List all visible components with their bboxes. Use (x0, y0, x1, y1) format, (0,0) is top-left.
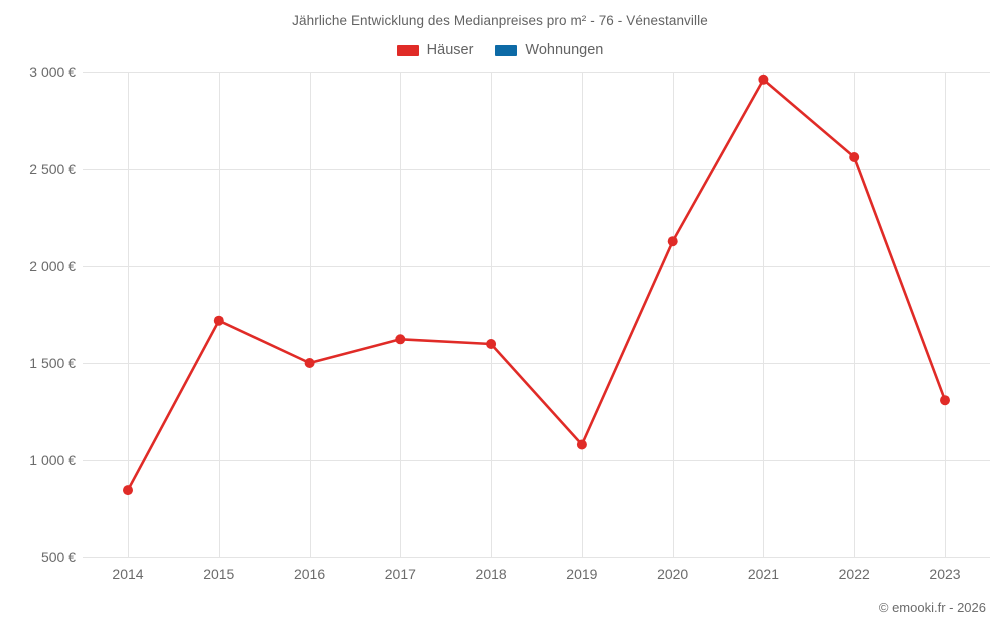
x-axis-tick-label: 2019 (566, 566, 598, 582)
chart-title: Jährliche Entwicklung des Medianpreises … (292, 13, 708, 28)
data-point-marker[interactable] (304, 358, 315, 368)
x-axis-tick-label: 2021 (747, 566, 780, 582)
x-axis-tick-label: 2023 (929, 566, 961, 582)
y-axis-tick-label: 1 500 € (29, 355, 76, 371)
plot-svg (83, 72, 990, 558)
legend-item-haeuser[interactable]: Häuser (396, 42, 474, 58)
y-axis-tick-label: 2 500 € (29, 161, 76, 177)
x-axis-tick-label: 2017 (384, 566, 416, 582)
y-axis-tick-label: 3 000 € (29, 64, 76, 80)
y-axis: 500 € 1 000 € 1 500 € 2 000 € 2 500 € 3 000 € (0, 0, 76, 625)
legend-label-wohnungen: Wohnungen (525, 42, 604, 58)
data-point-marker[interactable] (940, 395, 950, 406)
legend-swatch-icon-wohnungen (495, 44, 518, 56)
legend-swatch-icon-haeuser (396, 44, 419, 56)
y-axis-tick-label: 2 000 € (29, 258, 76, 274)
data-point-marker[interactable] (576, 439, 587, 450)
x-axis-tick-label: 2015 (203, 566, 235, 582)
x-axis-tick-label: 2020 (657, 566, 689, 582)
series-line-0 (126, 78, 947, 492)
plot-area (83, 72, 990, 558)
legend-label-haeuser: Häuser (426, 42, 474, 58)
x-axis-tick-label: 2018 (475, 566, 507, 582)
data-point-marker[interactable] (123, 485, 133, 496)
data-point-marker[interactable] (849, 152, 860, 162)
x-axis-tick-label: 2016 (293, 566, 326, 582)
legend-item-wohnungen[interactable]: Wohnungen (495, 42, 603, 58)
chart-legend: Häuser Wohnungen (0, 42, 1000, 58)
y-axis-tick-label: 1 000 € (29, 452, 76, 468)
footer-credit: © emooki.fr - 2026 (878, 600, 986, 615)
data-point-marker[interactable] (667, 236, 678, 247)
x-axis-tick-label: 2014 (112, 566, 144, 582)
data-point-marker[interactable] (213, 315, 224, 326)
data-point-marker[interactable] (395, 334, 406, 345)
x-axis-tick-label: 2022 (838, 566, 870, 582)
data-point-marker[interactable] (486, 339, 497, 349)
data-point-marker[interactable] (758, 74, 769, 85)
y-axis-tick-label: 500 € (40, 549, 76, 565)
